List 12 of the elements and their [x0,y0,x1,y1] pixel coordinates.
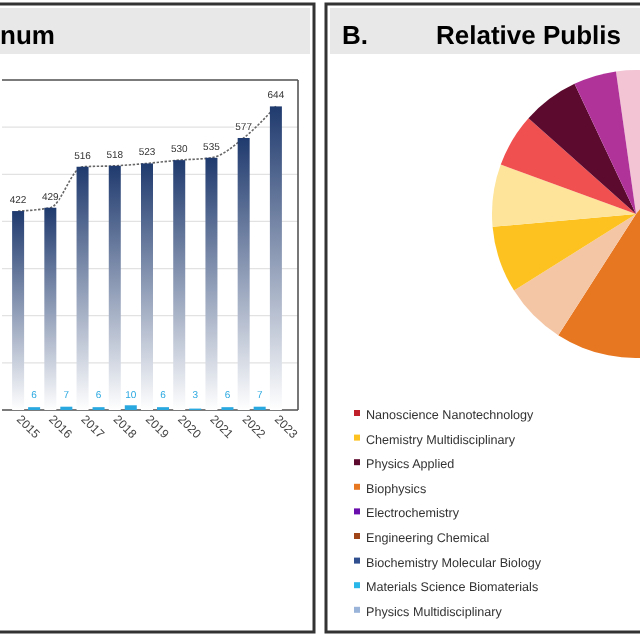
bar [237,137,250,410]
bar [12,211,25,410]
bar [76,166,89,410]
bar [269,106,282,410]
bar [108,165,121,410]
bar [205,157,218,410]
chart-title: Relative Publis [436,20,621,50]
bar [141,163,153,410]
bar [173,160,186,410]
text: B. [342,20,368,50]
chart-title: num [0,20,55,50]
bar [44,207,57,410]
